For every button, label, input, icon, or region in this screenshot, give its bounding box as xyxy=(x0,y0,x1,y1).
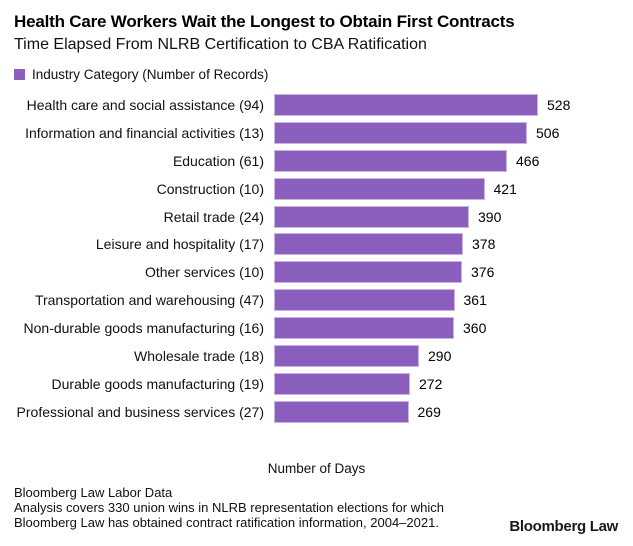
bar-track: 421 xyxy=(274,177,633,200)
category-label: Health care and social assistance (94) xyxy=(26,96,264,113)
bar-row: Health care and social assistance (94) 52… xyxy=(0,91,633,119)
value-label: 360 xyxy=(463,320,487,337)
value-label: 290 xyxy=(428,347,452,364)
bar xyxy=(274,149,507,172)
bar-row: Wholesale trade (18) 290 xyxy=(0,342,633,370)
note-line-1: Analysis covers 330 union wins in NLRB r… xyxy=(14,500,444,515)
bar-row: Durable goods manufacturing (19) 272 xyxy=(0,370,633,398)
bar-track: 506 xyxy=(274,121,633,144)
value-label: 378 xyxy=(472,236,496,253)
category-label: Transportation and warehousing (47) xyxy=(34,292,264,309)
bar-row: Transportation and warehousing (47) 361 xyxy=(0,286,633,314)
category-label: Other services (10) xyxy=(144,264,264,281)
value-label: 506 xyxy=(536,124,560,141)
x-axis-label: Number of Days xyxy=(267,461,366,476)
legend: Industry Category (Number of Records) xyxy=(14,67,268,82)
value-label: 390 xyxy=(478,208,502,225)
bar xyxy=(274,344,419,367)
bar-row: Retail trade (24) 390 xyxy=(0,203,633,231)
value-label: 528 xyxy=(547,96,571,113)
legend-swatch-icon xyxy=(14,69,25,80)
note-line-2: Bloomberg Law has obtained contract rati… xyxy=(14,515,439,530)
bar xyxy=(274,233,463,256)
category-label: Education (61) xyxy=(172,152,264,169)
bar xyxy=(274,205,469,228)
bar-track: 528 xyxy=(274,93,633,116)
bar-track: 272 xyxy=(274,372,633,395)
value-label: 272 xyxy=(419,375,443,392)
bar-row: Other services (10) 376 xyxy=(0,258,633,286)
bar xyxy=(274,317,454,340)
value-label: 269 xyxy=(417,403,441,420)
category-label: Non-durable goods manufacturing (16) xyxy=(23,320,264,337)
bar-row: Professional and business services (27) 2… xyxy=(0,398,633,426)
bar-row: Construction (10) 421 xyxy=(0,175,633,203)
bar-chart: Health care and social assistance (94) 52… xyxy=(0,91,633,426)
category-label: Professional and business services (27) xyxy=(16,403,264,420)
bar-row: Leisure and hospitality (17) 378 xyxy=(0,230,633,258)
value-label: 421 xyxy=(493,180,517,197)
bar xyxy=(274,400,409,423)
category-label: Retail trade (24) xyxy=(163,208,264,225)
bar xyxy=(274,289,455,312)
category-label: Wholesale trade (18) xyxy=(134,347,264,364)
bar xyxy=(274,261,462,284)
bar-track: 290 xyxy=(274,344,633,367)
bar-row: Education (61) 466 xyxy=(0,147,633,175)
category-label: Information and financial activities (13… xyxy=(25,124,264,141)
value-label: 361 xyxy=(463,292,487,309)
source-note: Bloomberg Law Labor Data Analysis covers… xyxy=(14,485,444,530)
bar-track: 378 xyxy=(274,233,633,256)
bar-track: 390 xyxy=(274,205,633,228)
bar-track: 360 xyxy=(274,317,633,340)
bar-row: Information and financial activities (13… xyxy=(0,119,633,147)
chart-subtitle: Time Elapsed From NLRB Certification to … xyxy=(14,36,427,53)
value-label: 376 xyxy=(471,264,495,281)
chart-title: Health Care Workers Wait the Longest to … xyxy=(14,12,515,31)
category-label: Construction (10) xyxy=(156,180,264,197)
bar xyxy=(274,177,485,200)
bar xyxy=(274,372,410,395)
bar-row: Non-durable goods manufacturing (16) 360 xyxy=(0,314,633,342)
source-line: Bloomberg Law Labor Data xyxy=(14,485,173,500)
bar-track: 361 xyxy=(274,289,633,312)
bar xyxy=(274,93,538,116)
bar xyxy=(274,121,527,144)
category-label: Durable goods manufacturing (19) xyxy=(51,375,264,392)
bar-track: 376 xyxy=(274,261,633,284)
legend-label: Industry Category (Number of Records) xyxy=(32,67,269,82)
category-label: Leisure and hospitality (17) xyxy=(95,236,264,253)
bloomberg-law-logo: Bloomberg Law xyxy=(509,518,618,535)
value-label: 466 xyxy=(516,152,540,169)
bar-track: 466 xyxy=(274,149,633,172)
bar-track: 269 xyxy=(274,400,633,423)
